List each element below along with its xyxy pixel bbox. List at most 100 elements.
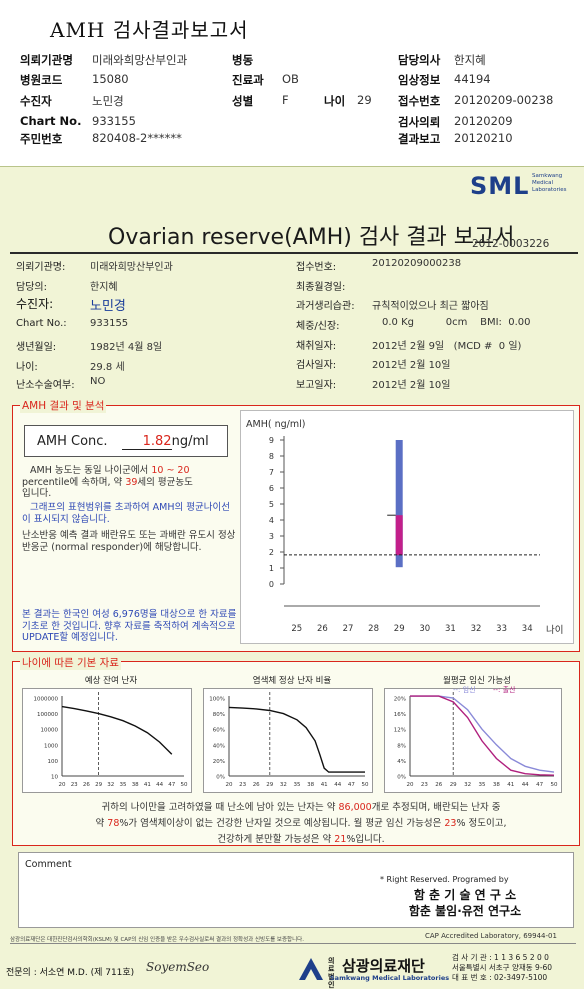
y-tick-label: 0 bbox=[269, 580, 274, 589]
mini-x-tick-label: 50 bbox=[181, 782, 188, 788]
mini-x-tick-label: 35 bbox=[479, 782, 486, 788]
series-line bbox=[228, 706, 365, 773]
x-tick-label: 30 bbox=[419, 624, 430, 634]
header-value: F bbox=[282, 93, 289, 107]
header-label: 병원코드 bbox=[20, 73, 63, 87]
foundation-name: 삼광의료재단 bbox=[342, 957, 425, 975]
mini-x-tick-label: 35 bbox=[294, 782, 301, 788]
mini-x-tick-label: 23 bbox=[71, 782, 78, 788]
y-tick-label: 4 bbox=[269, 516, 274, 525]
mini-x-tick-label: 47 bbox=[168, 782, 175, 788]
foundation-name-en: Samkwang Medical Laboratories bbox=[330, 974, 450, 982]
mini-y-tick-label: 10000 bbox=[41, 728, 59, 734]
sml-logo: SML bbox=[470, 172, 530, 200]
header-value: 미래와희망산부인과 bbox=[92, 53, 188, 67]
mini-y-tick-label: 80% bbox=[213, 712, 225, 718]
mini-y-tick-label: 1000000 bbox=[34, 697, 59, 703]
info-value: 2012년 2월 10일 bbox=[372, 380, 451, 391]
info-label: Chart No.: bbox=[16, 318, 67, 329]
x-tick-label: 26 bbox=[317, 624, 328, 634]
mini-x-tick-label: 44 bbox=[334, 782, 341, 788]
cap-accreditation: CAP Accredited Laboratory, 69944-01 bbox=[425, 932, 557, 940]
y-tick-label: 9 bbox=[269, 436, 274, 445]
mini-chart-frame bbox=[203, 688, 373, 793]
mini-y-tick-label: 0% bbox=[216, 775, 225, 781]
mini-x-tick-label: 50 bbox=[551, 782, 558, 788]
mini-x-tick-label: 23 bbox=[239, 782, 246, 788]
mini-y-tick-label: 8% bbox=[397, 743, 406, 749]
mini-x-tick-label: 29 bbox=[450, 782, 457, 788]
eggs-estimate: 86,000 bbox=[338, 802, 372, 813]
header-label: 성별 bbox=[232, 94, 254, 108]
info-value: 29.8 세 bbox=[90, 362, 125, 373]
mini-x-tick-label: 38 bbox=[307, 782, 314, 788]
amh-conc-box: AMH Conc. 1.82ng/ml bbox=[24, 425, 228, 457]
amh-conc-unit: ng/ml bbox=[171, 434, 209, 449]
footer-divider bbox=[10, 943, 576, 944]
mini-x-tick-label: 44 bbox=[156, 782, 163, 788]
doctor-name: 전문의 : 서소연 M.D. (제 711호) bbox=[6, 968, 135, 978]
y-tick-label: 1 bbox=[269, 564, 274, 573]
mini-x-tick-label: 32 bbox=[107, 782, 114, 788]
comment-box: Comment bbox=[18, 852, 574, 928]
mini-x-tick-label: 26 bbox=[435, 782, 442, 788]
birth-pct: 21 bbox=[334, 834, 347, 845]
info-value: 1982년 4월 8일 bbox=[90, 342, 163, 353]
x-tick-label: 25 bbox=[291, 624, 302, 634]
header-value: 933155 bbox=[92, 114, 136, 128]
x-tick-label: 31 bbox=[445, 624, 456, 634]
mini-x-tick-label: 29 bbox=[95, 782, 102, 788]
mini-y-tick-label: 100% bbox=[209, 697, 225, 703]
mini-y-tick-label: 60% bbox=[213, 728, 225, 734]
header-value: 20120209-00238 bbox=[454, 93, 554, 107]
y-tick-label: 2 bbox=[269, 548, 274, 557]
header-value: 15080 bbox=[92, 72, 129, 86]
header-value: 44194 bbox=[454, 72, 491, 86]
chart-frame bbox=[240, 410, 574, 644]
sml-logo-subtitle: Samkwang Medical Laboratories bbox=[532, 173, 567, 193]
header-label: 수진자 bbox=[20, 94, 52, 108]
header-value: 20120210 bbox=[454, 131, 513, 145]
header-label: 주민번호 bbox=[20, 132, 63, 146]
mini-chart-title: 월평균 임신 가능성 bbox=[443, 675, 511, 686]
header-label: 검사의뢰 bbox=[398, 115, 441, 129]
foundation-prefix: 의료법인 bbox=[328, 957, 335, 989]
amh-section-title: AMH 결과 및 분석 bbox=[20, 398, 107, 413]
mini-x-tick-label: 41 bbox=[321, 782, 328, 788]
x-axis-label: 나이 bbox=[546, 625, 563, 636]
mini-x-tick-label: 47 bbox=[536, 782, 543, 788]
range-bar bbox=[395, 440, 403, 568]
info-label: 나이: bbox=[16, 362, 38, 373]
mini-y-tick-label: 4% bbox=[397, 759, 406, 765]
mini-y-tick-label: 12% bbox=[394, 728, 406, 734]
report-title: Ovarian reserve(AMH) 검사 결과 보고서 bbox=[108, 225, 515, 250]
header-label: 접수번호 bbox=[398, 94, 441, 108]
mini-x-tick-label: 26 bbox=[253, 782, 260, 788]
mini-chart-title: 염색체 정상 난자 비율 bbox=[253, 675, 332, 686]
mini-chart-frame bbox=[22, 688, 192, 793]
x-tick-label: 32 bbox=[471, 624, 482, 634]
y-tick-label: 6 bbox=[269, 484, 274, 493]
info-label: 난소수술여부: bbox=[16, 380, 75, 391]
header-label: 병동 bbox=[232, 53, 254, 67]
header-value: 20120209 bbox=[454, 114, 513, 128]
data-source-note: 본 결과는 한국인 여성 6,976명을 대상으로 한 자료를 기초로 한 것입… bbox=[22, 609, 237, 643]
mini-x-tick-label: 47 bbox=[348, 782, 355, 788]
mini-x-tick-label: 23 bbox=[421, 782, 428, 788]
header-label: 담당의사 bbox=[398, 53, 441, 67]
disclaimer-text: 삼광의료재단은 대한진단검사의학회(KSLM) 및 CAP의 신임 인증을 받은… bbox=[10, 937, 304, 943]
series-line bbox=[61, 705, 173, 755]
mini-y-tick-label: 0% bbox=[397, 775, 406, 781]
basic-section-title: 나이에 따른 기본 자료 bbox=[20, 655, 121, 670]
rights-text: * Right Reserved. Programed by bbox=[380, 875, 509, 884]
mini-x-tick-label: 32 bbox=[280, 782, 287, 788]
mini-x-tick-label: 50 bbox=[362, 782, 369, 788]
mini-y-tick-label: 100000 bbox=[37, 712, 58, 718]
y-tick-label: 8 bbox=[269, 452, 274, 461]
info-label: 채취일자: bbox=[296, 341, 337, 352]
pregnancy-chance-chart: 월평균 임신 가능성 20% 16% 12% 8% 4% 0%20 23 26 29 32 35 38 4… bbox=[384, 675, 562, 793]
lab-name-1: 함 춘 기 술 연 구 소 bbox=[413, 888, 517, 902]
foundation-logo-icon bbox=[299, 958, 323, 980]
mini-y-tick-label: 1000 bbox=[44, 743, 58, 749]
